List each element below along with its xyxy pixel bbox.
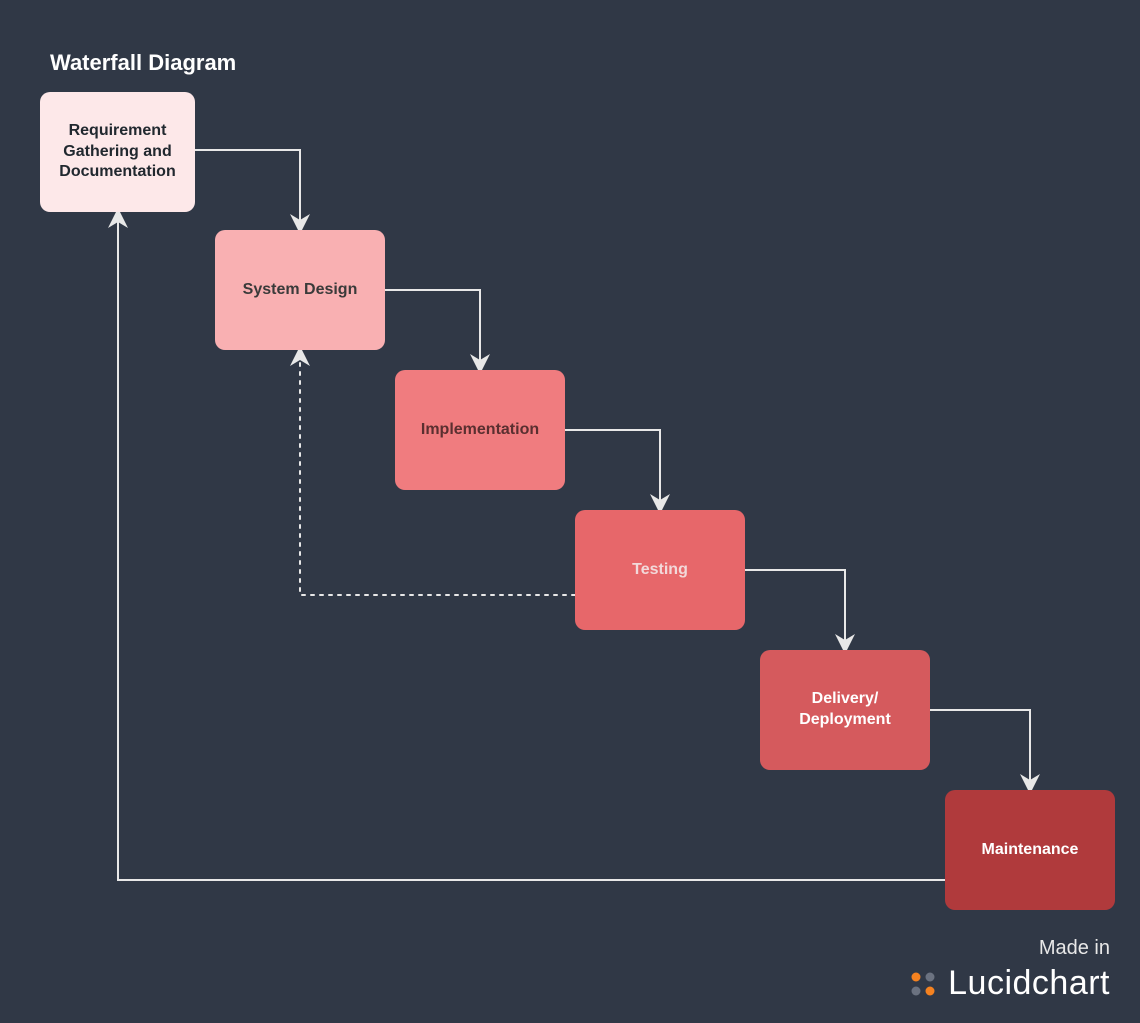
made-in-text: Made in bbox=[908, 937, 1110, 960]
node-deploy: Delivery/ Deployment bbox=[760, 650, 930, 770]
node-label: System Design bbox=[243, 280, 358, 301]
lucidchart-icon bbox=[908, 969, 938, 999]
node-label: Implementation bbox=[421, 420, 539, 441]
brand-wordmark: Lucidchart bbox=[948, 964, 1110, 1003]
node-label: Testing bbox=[632, 560, 688, 581]
node-label: Delivery/ Deployment bbox=[770, 689, 920, 731]
node-req: Requirement Gathering and Documentation bbox=[40, 92, 195, 212]
node-label: Requirement Gathering and Documentation bbox=[50, 121, 185, 183]
node-design: System Design bbox=[215, 230, 385, 350]
edge-deploy-to-maint bbox=[930, 710, 1030, 790]
edge-test-to-deploy bbox=[745, 570, 845, 650]
edge-req-to-design bbox=[195, 150, 300, 230]
node-label: Maintenance bbox=[982, 840, 1079, 861]
node-test: Testing bbox=[575, 510, 745, 630]
node-impl: Implementation bbox=[395, 370, 565, 490]
node-maint: Maintenance bbox=[945, 790, 1115, 910]
edge-design-to-impl bbox=[385, 290, 480, 370]
edge-impl-to-test bbox=[565, 430, 660, 510]
attribution: Made in Lucidchart bbox=[908, 937, 1110, 1003]
diagram-title: Waterfall Diagram bbox=[50, 50, 236, 76]
brand-logo: Lucidchart bbox=[908, 964, 1110, 1003]
